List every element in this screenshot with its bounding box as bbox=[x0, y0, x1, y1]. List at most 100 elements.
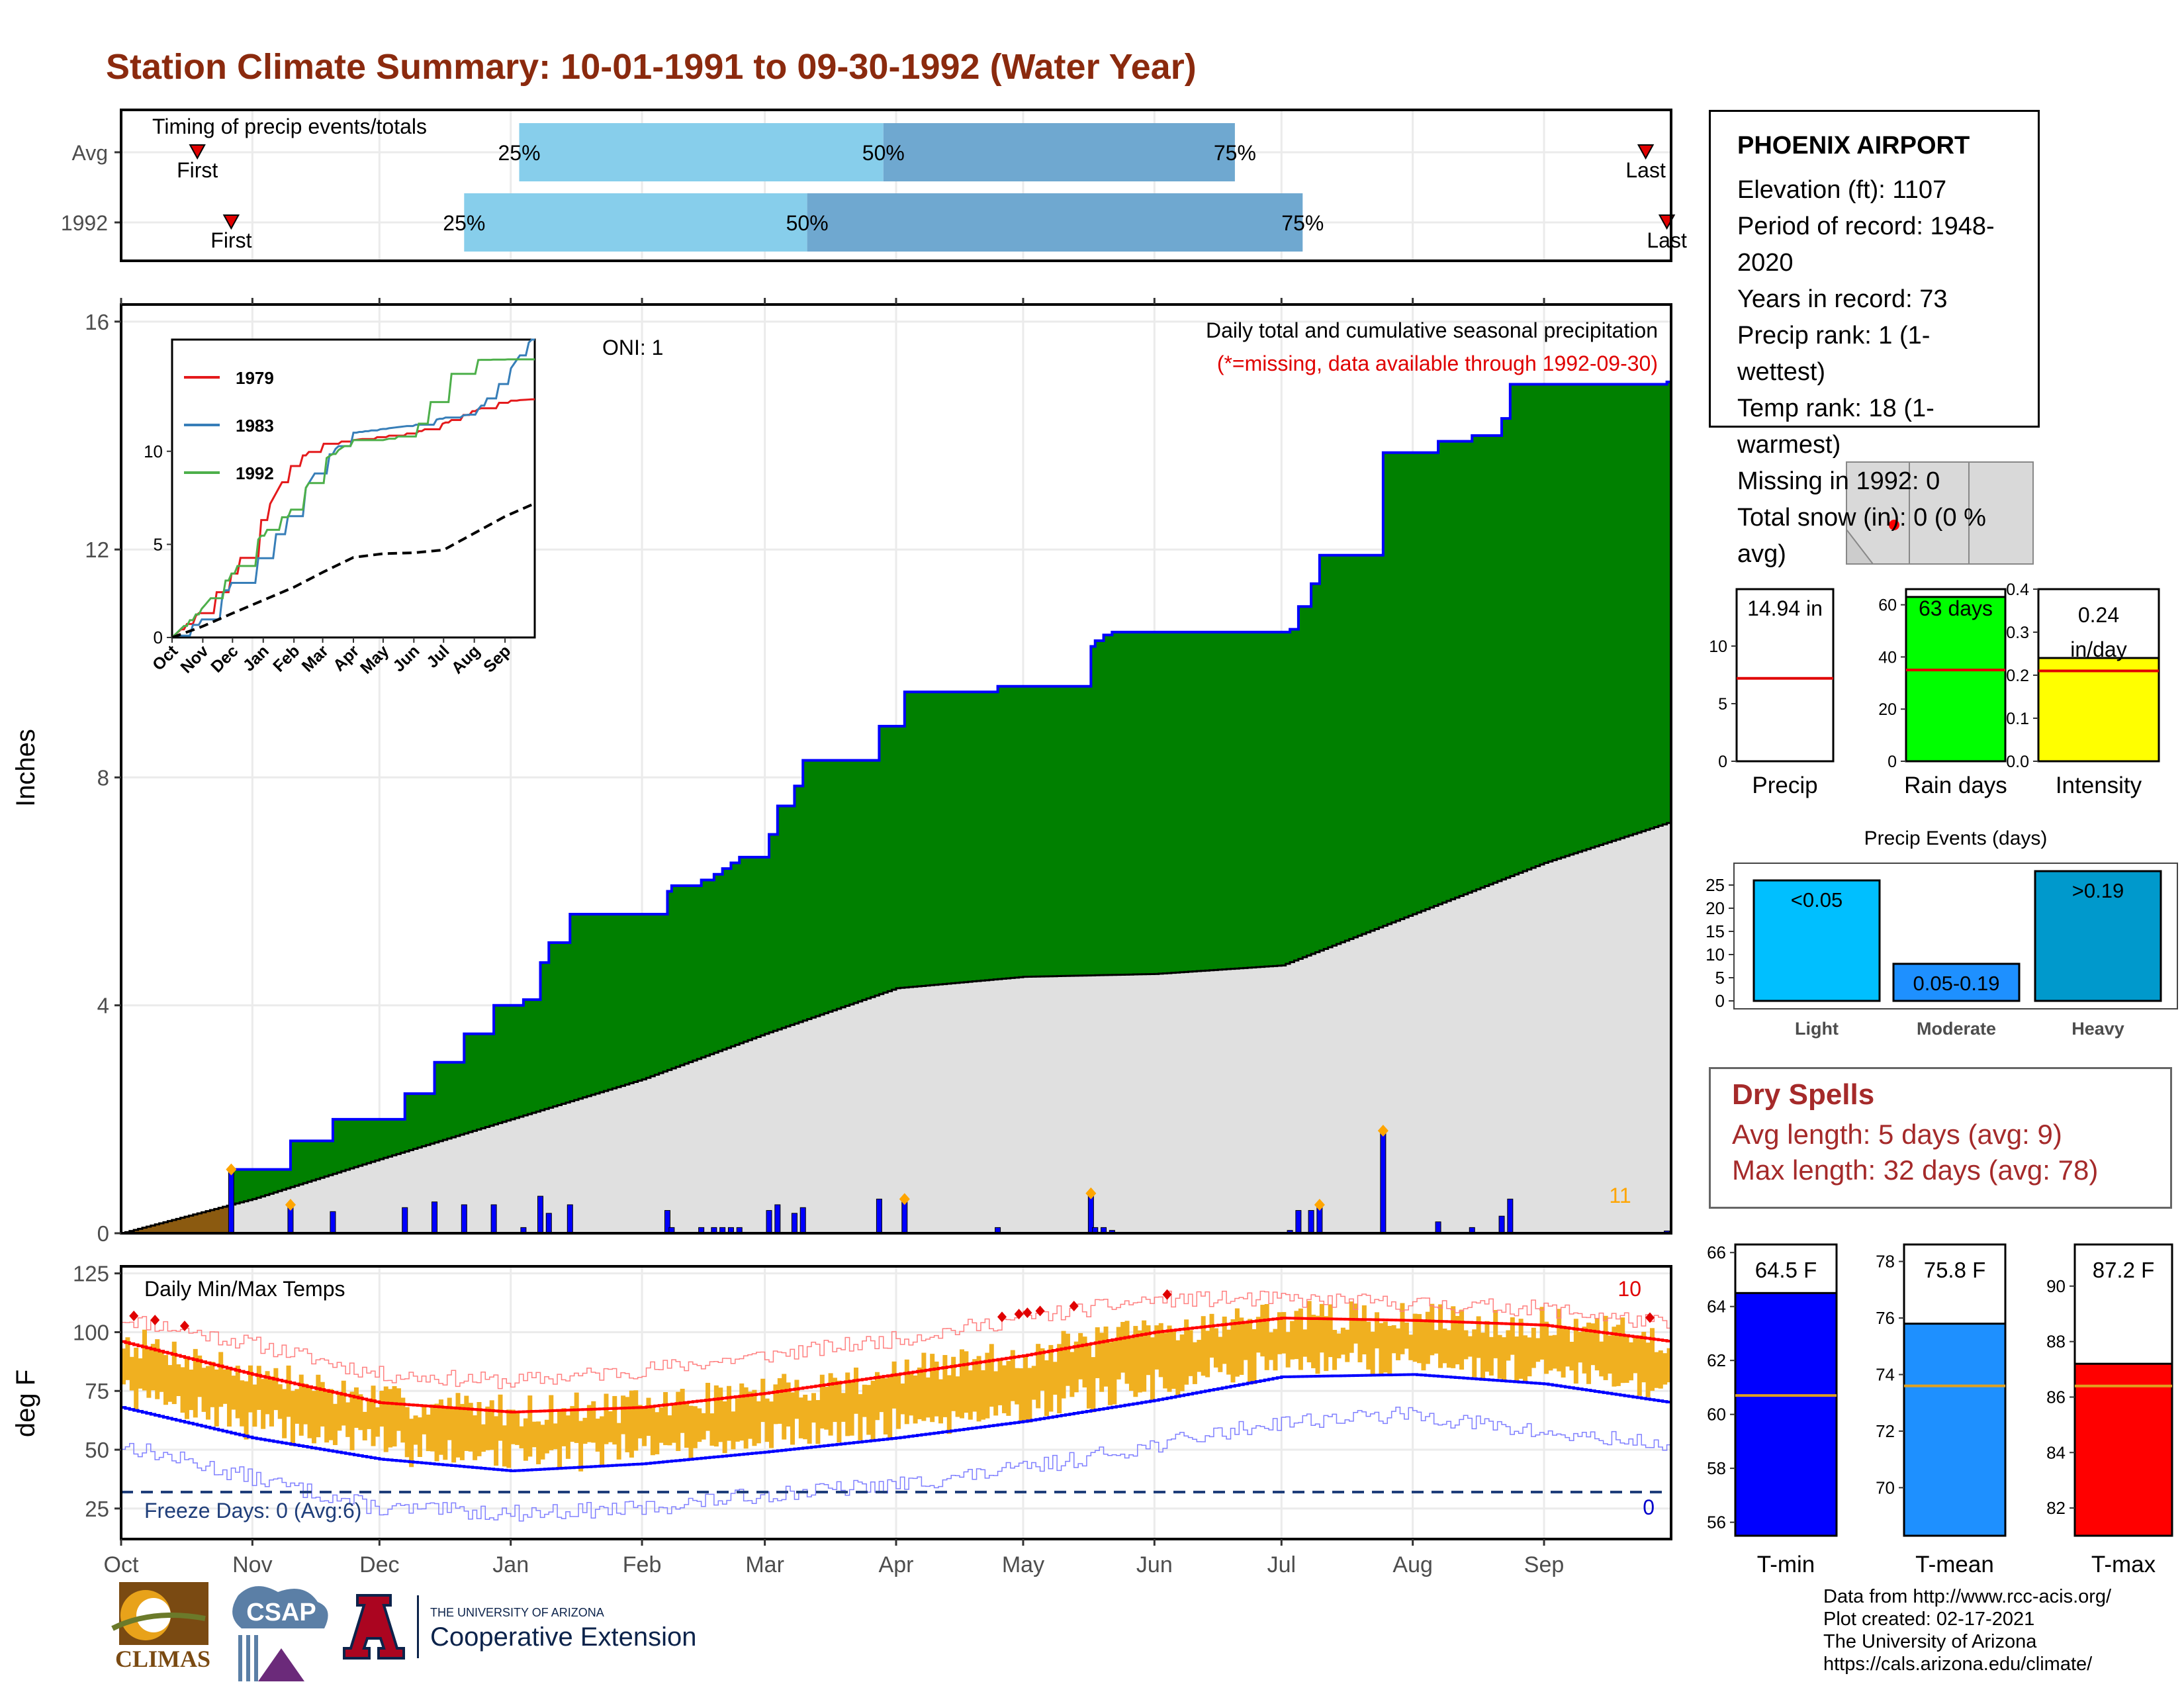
daily-temp-bar bbox=[261, 1379, 266, 1429]
daily-temp-bar bbox=[353, 1387, 359, 1428]
first-event-label: First bbox=[210, 228, 251, 252]
daily-temp-bar bbox=[718, 1387, 723, 1442]
daily-temp-bar bbox=[388, 1389, 393, 1448]
daily-temp-bar bbox=[1260, 1305, 1265, 1357]
station-precip-rank: Precip rank: 1 (1-wettest) bbox=[1737, 322, 1931, 386]
daily-temp-bar bbox=[1019, 1368, 1024, 1423]
temp-bar-tick-label: 62 bbox=[1707, 1350, 1726, 1370]
event-category-label: Moderate bbox=[1917, 1019, 1996, 1039]
month-label: Nov bbox=[232, 1552, 272, 1577]
summary-bar-frame bbox=[1905, 588, 2007, 763]
daily-temp-bar bbox=[608, 1411, 613, 1442]
daily-temp-bar bbox=[1061, 1331, 1066, 1399]
inset-legend-label: 1992 bbox=[236, 463, 274, 483]
map-state-newmexico bbox=[1968, 461, 2034, 565]
daily-temp-bar bbox=[887, 1376, 893, 1438]
daily-temp-bar bbox=[930, 1354, 935, 1423]
temp-bar-tick-label: 86 bbox=[2046, 1387, 2066, 1407]
daily-temp-bar bbox=[824, 1387, 829, 1430]
temp-bar-tick-label: 88 bbox=[2046, 1332, 2066, 1352]
daily-temp-bar bbox=[1209, 1313, 1214, 1358]
footer-url: https://cals.arizona.edu/climate/ bbox=[1823, 1654, 2093, 1675]
daily-temp-bar bbox=[1273, 1329, 1278, 1371]
record-high-marker bbox=[1069, 1301, 1079, 1312]
daily-temp-bar bbox=[1095, 1327, 1100, 1378]
daily-temp-bar bbox=[663, 1392, 668, 1446]
daily-temp-bar bbox=[692, 1406, 698, 1448]
daily-temp-bar bbox=[379, 1391, 385, 1427]
footer-university: The University of Arizona bbox=[1823, 1631, 2037, 1652]
daily-temp-bar bbox=[595, 1419, 600, 1452]
daily-temp-bar bbox=[1023, 1356, 1028, 1421]
temp-bar-value: 64.5 F bbox=[1755, 1258, 1817, 1282]
daily-temp-bar bbox=[515, 1413, 520, 1445]
summary-bar-tick-label: 0.0 bbox=[2006, 753, 2029, 771]
daily-temp-bar bbox=[1408, 1335, 1414, 1360]
daily-temp-bar bbox=[248, 1365, 253, 1413]
temp-bar-tick-label: 72 bbox=[1876, 1421, 1895, 1441]
daily-temp-bar bbox=[332, 1403, 338, 1446]
extreme-precip-marker bbox=[285, 1198, 296, 1211]
daily-temp-bar bbox=[862, 1384, 867, 1417]
first-event-marker bbox=[222, 214, 240, 230]
daily-temp-bar bbox=[909, 1371, 914, 1416]
timing-p50-label: 50% bbox=[786, 211, 829, 235]
daily-temp-bar bbox=[409, 1419, 414, 1468]
daily-temp-bar bbox=[731, 1411, 736, 1450]
daily-temp-bar bbox=[1255, 1317, 1261, 1353]
record-high-marker bbox=[179, 1320, 189, 1331]
daily-temp-bar bbox=[506, 1409, 512, 1468]
daily-temp-bar bbox=[1345, 1329, 1350, 1362]
main-subtitle: Daily total and cumulative seasonal prec… bbox=[1206, 318, 1658, 342]
dry-spells-title: Dry Spells bbox=[1732, 1078, 1875, 1111]
daily-temp-bar bbox=[1197, 1340, 1202, 1372]
daily-temp-bar bbox=[964, 1351, 969, 1413]
main-y-tick-label: 16 bbox=[85, 310, 109, 334]
daily-temp-bar bbox=[1027, 1368, 1032, 1423]
daily-temp-bar bbox=[883, 1378, 888, 1434]
daily-temp-bar bbox=[1015, 1368, 1020, 1405]
daily-temp-bar bbox=[1433, 1330, 1439, 1354]
daily-temp-bar bbox=[811, 1393, 817, 1423]
daily-temp-bar bbox=[1379, 1323, 1384, 1376]
daily-temp-bar bbox=[1052, 1362, 1058, 1395]
daily-temp-bar bbox=[1048, 1344, 1054, 1412]
events-tick-label: 0 bbox=[1715, 991, 1725, 1011]
daily-temp-bar bbox=[375, 1407, 380, 1437]
daily-temp-bar bbox=[637, 1405, 643, 1438]
daily-temp-bar bbox=[1582, 1327, 1587, 1374]
daily-temp-bar bbox=[150, 1344, 156, 1391]
daily-temp-bar bbox=[557, 1410, 563, 1468]
daily-temp-bar bbox=[1091, 1357, 1096, 1413]
daily-temp-bar bbox=[1506, 1330, 1511, 1361]
location-map bbox=[1846, 461, 2034, 565]
daily-temp-bar bbox=[1332, 1330, 1338, 1370]
inset-frame bbox=[171, 338, 536, 639]
daily-precip-bar bbox=[537, 1196, 543, 1234]
main-y-label: Inches bbox=[11, 729, 40, 807]
daily-temp-bar bbox=[625, 1397, 630, 1452]
daily-temp-bar bbox=[1234, 1308, 1240, 1377]
summary-bar-label: Intensity bbox=[2056, 773, 2142, 798]
daily-temp-bar bbox=[621, 1395, 626, 1434]
main-subtitle-missing: (*=missing, data available through 1992-… bbox=[1217, 352, 1658, 375]
daily-temp-bar bbox=[1290, 1321, 1295, 1360]
daily-temp-bar bbox=[1535, 1338, 1541, 1362]
daily-temp-bar bbox=[171, 1341, 177, 1405]
daily-temp-bar bbox=[760, 1378, 766, 1423]
daily-temp-bar bbox=[1578, 1332, 1583, 1363]
daily-temp-bar bbox=[1662, 1353, 1668, 1385]
daily-temp-bar bbox=[934, 1361, 939, 1417]
daily-temp-bar bbox=[955, 1376, 960, 1417]
daily-temp-bar bbox=[1154, 1325, 1160, 1370]
daily-temp-bar bbox=[438, 1399, 443, 1455]
dry-spells-avg: Avg length: 5 days (avg: 9) bbox=[1732, 1119, 2062, 1150]
ua-logo: THE UNIVERSITY OF ARIZONA Cooperative Ex… bbox=[343, 1594, 696, 1660]
daily-temp-bar bbox=[201, 1368, 206, 1412]
daily-temp-bar bbox=[362, 1411, 367, 1440]
temp-bar-tick-label: 90 bbox=[2046, 1276, 2066, 1296]
last-event-marker bbox=[1637, 144, 1655, 160]
daily-temp-bar bbox=[972, 1359, 978, 1412]
timing-row-label: 1992 bbox=[61, 211, 108, 235]
daily-temp-bar bbox=[1594, 1318, 1600, 1371]
